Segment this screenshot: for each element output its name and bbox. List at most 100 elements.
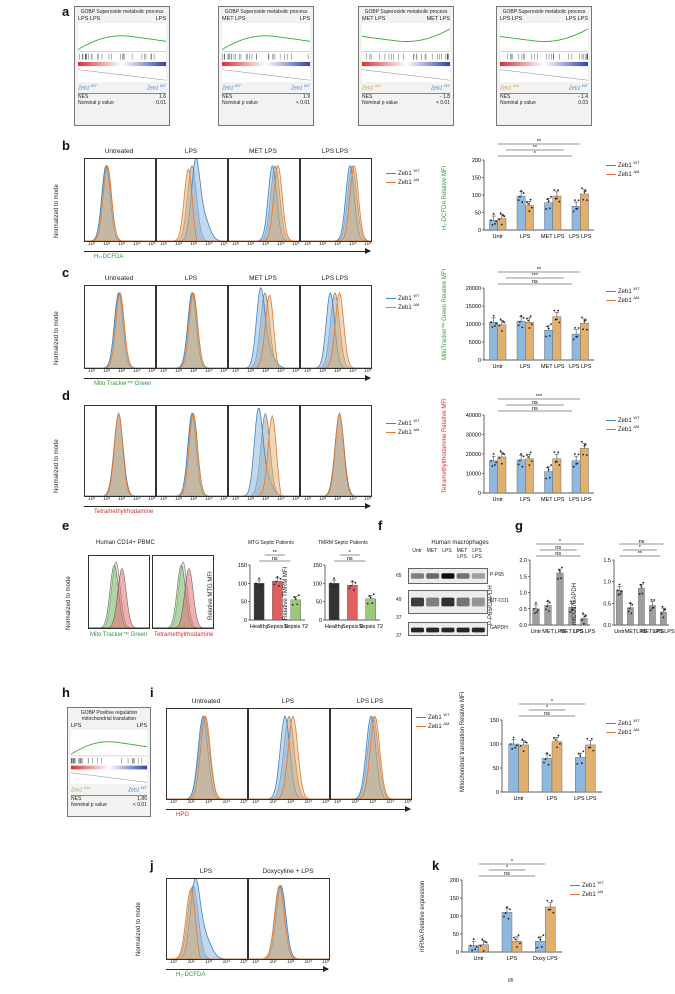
histogram-frame — [330, 708, 412, 800]
legend-dm-label-sup: ΔM — [597, 889, 603, 894]
data-point — [556, 461, 558, 463]
significance-label: ns — [555, 551, 561, 557]
y-tick-label: 1.0 — [519, 591, 527, 597]
data-point — [558, 464, 560, 466]
data-point — [538, 937, 540, 939]
pbmc-histogram — [153, 556, 213, 628]
data-point — [280, 578, 282, 580]
gsea-right-condition: LPS — [156, 16, 166, 22]
histogram-tick-label: 10² — [319, 496, 326, 502]
blot-lane-label: LPS — [440, 548, 454, 554]
bar-chart-d: 010000200003000040000Untr LPS MET LPS LPS L… — [454, 415, 604, 533]
data-point — [493, 213, 495, 215]
histogram-plot — [301, 159, 371, 241]
legend-wt: Zeb1 WT — [606, 160, 640, 169]
x-tick-label: LPS — [507, 956, 518, 962]
y-tick-label: 50 — [316, 600, 322, 606]
data-point — [367, 603, 369, 605]
gsea-left-condition: MET LPS — [362, 16, 385, 22]
histogram-tick-label: 10² — [270, 799, 277, 805]
blot-band — [441, 598, 454, 607]
mtg-title: MTG Septic Patients — [248, 540, 294, 546]
histogram-tick-label: 10¹ — [88, 496, 95, 502]
gsea-p-value: 0.01 — [156, 100, 166, 106]
pbmc-title: Human CD14+ PBMC — [96, 540, 155, 546]
histogram-tick-label: 10⁵ — [148, 241, 156, 247]
histogram-title: Untreated — [84, 275, 154, 282]
y-tick-label: 50 — [475, 211, 481, 217]
data-point — [481, 939, 483, 941]
blot-band-label: GAPDH — [490, 625, 508, 631]
histogram-tick-label: 10⁵ — [148, 496, 156, 502]
bar — [545, 203, 553, 230]
histogram-plot — [85, 406, 155, 496]
enrichment-curve — [500, 29, 588, 42]
data-point — [650, 609, 652, 611]
histogram-tick-label: 10⁵ — [148, 368, 156, 374]
gsea-right-condition: LPS — [137, 723, 147, 729]
data-point — [573, 339, 575, 341]
legend-dm-line — [606, 174, 616, 175]
data-point — [277, 576, 279, 578]
tmrm-title: TMRM Septic Patients — [318, 540, 368, 546]
histogram-xlabel: Mito Tracker™ Green — [94, 381, 151, 387]
x-tick-label: Untr — [614, 629, 625, 635]
histogram-tick-label: 10⁵ — [292, 368, 300, 374]
panel-label-d: d — [62, 388, 70, 403]
blot-strip — [408, 622, 488, 636]
significance-label: ns — [555, 545, 561, 551]
histogram-tick-label: 10¹ — [170, 959, 177, 965]
data-point — [585, 190, 587, 192]
data-point — [494, 325, 496, 327]
histogram-tick-label: 10⁵ — [322, 799, 330, 805]
dm-histogram — [249, 886, 329, 960]
data-point — [578, 453, 580, 455]
histogram-plot — [301, 286, 371, 368]
gsea-right-condition: LPS — [300, 16, 310, 22]
data-point — [581, 187, 583, 189]
bar — [533, 609, 540, 625]
data-point — [539, 939, 541, 941]
histogram-plot — [85, 286, 155, 368]
histogram-tick-label: 10³ — [205, 799, 212, 805]
legend: Zeb1 WT Zeb1 ΔM — [606, 286, 640, 304]
histogram-tick-label: 10³ — [190, 241, 197, 247]
blot-band — [441, 628, 454, 633]
data-point — [589, 747, 591, 749]
histogram-tick-label: 10¹ — [88, 241, 95, 247]
legend: Zeb1 WT Zeb1 ΔM — [606, 160, 640, 178]
histogram-ylabel: Normalized to mode — [54, 439, 60, 493]
data-point — [557, 310, 559, 312]
bar — [509, 744, 519, 792]
data-point — [549, 602, 551, 604]
histogram-tick-label: 10⁵ — [220, 496, 228, 502]
histogram-tick-label: 10³ — [334, 241, 341, 247]
blot-band-label: MT-CO1 — [490, 598, 509, 604]
x-tick-label: LPS — [520, 364, 531, 370]
histogram-plot — [229, 406, 299, 496]
data-point — [556, 198, 558, 200]
data-point — [352, 580, 354, 582]
data-point — [546, 326, 548, 328]
histogram-tick-label: 10³ — [334, 496, 341, 502]
ranked-metric-line — [500, 70, 588, 81]
histogram-tick-label: 10¹ — [88, 368, 95, 374]
data-point — [549, 207, 551, 209]
legend-dm: Zeb1 ΔM — [606, 424, 640, 433]
legend-dm-label: Zeb1 ΔM — [398, 180, 419, 186]
data-point — [554, 189, 556, 191]
data-point — [519, 460, 521, 462]
data-point — [335, 585, 337, 587]
data-point — [557, 451, 559, 453]
panel-label-f: f — [378, 518, 382, 533]
blot-band — [457, 628, 470, 633]
histogram-tick-label: 10⁴ — [277, 241, 285, 247]
data-point — [473, 938, 475, 940]
data-point — [618, 594, 620, 596]
gsea-gene-right: Zeb1 WT — [291, 83, 310, 92]
x-tick-label: MET LPS — [541, 497, 565, 503]
histogram-plot — [301, 406, 371, 496]
histogram-plot — [229, 286, 299, 368]
data-point — [520, 453, 522, 455]
data-point — [503, 321, 505, 323]
